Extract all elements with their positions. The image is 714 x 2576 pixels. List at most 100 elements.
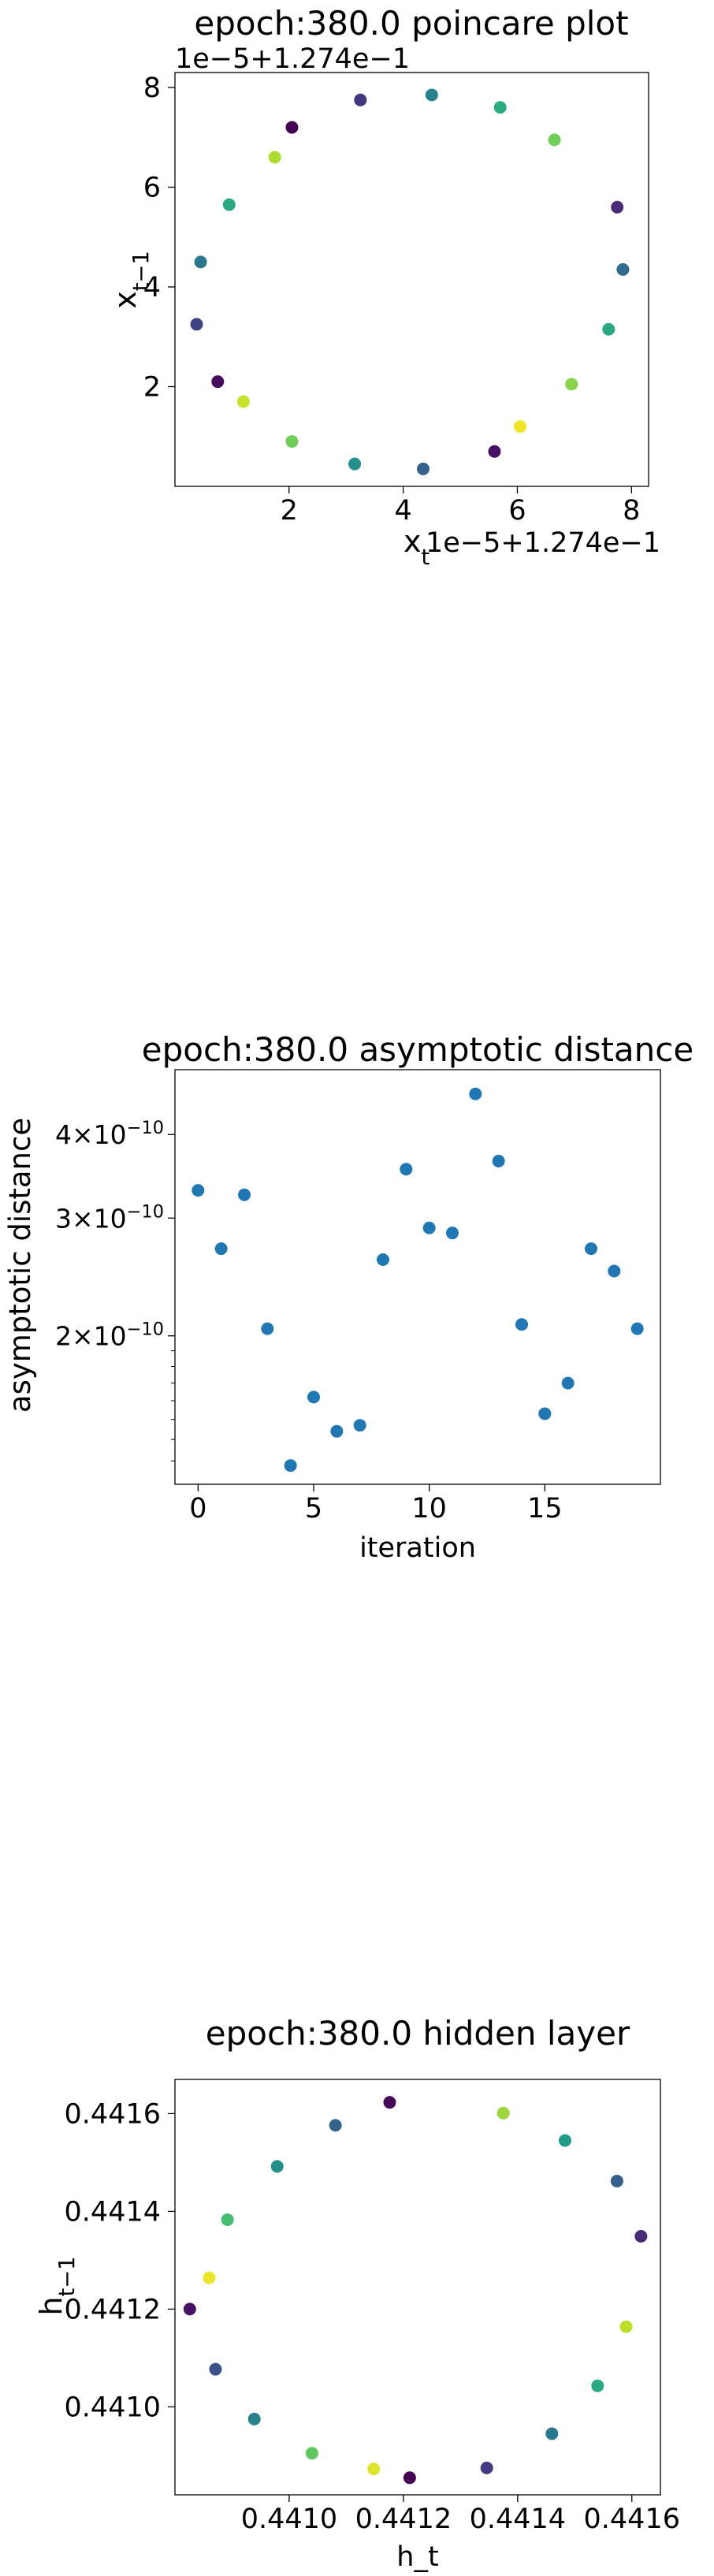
x-offset-label: 1e−5+1.274e−1	[426, 527, 660, 559]
data-point	[236, 395, 250, 408]
y-tick-label: 2×10−10	[55, 1320, 164, 1352]
y-axis-label: ht−1	[34, 2256, 80, 2315]
x-axis-label: xt	[403, 524, 430, 570]
data-point	[203, 2271, 216, 2284]
data-point	[492, 1154, 505, 1167]
data-point	[348, 457, 362, 471]
data-point	[367, 2462, 381, 2476]
x-axis-label: iteration	[359, 1532, 476, 1564]
data-point	[353, 1419, 366, 1432]
data-point	[400, 1163, 413, 1176]
y-tick-label: 0.4412	[65, 2294, 161, 2325]
data-point	[209, 2362, 222, 2376]
data-point	[561, 1376, 575, 1390]
chart-title: epoch:380.0 poincare plot	[194, 4, 628, 43]
x-tick-label: 8	[623, 495, 640, 527]
data-point	[190, 318, 203, 331]
y-tick-label: 0.4410	[65, 2392, 161, 2423]
y-tick-label: 3×10−10	[55, 1201, 164, 1234]
data-point	[611, 200, 624, 214]
y-axis-label: xt−1	[108, 251, 154, 309]
data-point	[514, 420, 527, 434]
data-point	[634, 2230, 648, 2243]
data-point	[261, 1322, 274, 1335]
data-point	[183, 2302, 196, 2316]
asymptotic-distance-plot: epoch:380.0 asymptotic distance 0 5 10 15 2×1…	[3, 1030, 694, 1564]
data-point	[496, 2106, 510, 2120]
y-tick-label: 2	[143, 371, 161, 403]
x-tick-label: 0.4414	[470, 2503, 566, 2535]
data-point	[270, 2160, 284, 2173]
data-point	[548, 133, 561, 147]
data-point	[238, 1188, 251, 1201]
hidden-layer-plot: epoch:380.0 hidden layer 0.4410 0.4412 0.44…	[34, 2014, 680, 2573]
data-point	[211, 375, 225, 389]
x-tick-label: 5	[305, 1493, 322, 1524]
data-point	[558, 2134, 571, 2147]
data-point	[446, 1227, 459, 1240]
data-point	[416, 462, 430, 475]
data-point	[329, 2119, 342, 2132]
data-point	[377, 1253, 389, 1267]
y-tick-label: 0.4414	[65, 2196, 161, 2228]
data-point	[515, 1318, 528, 1331]
y-tick-label: 8	[143, 73, 161, 104]
data-point	[608, 1264, 621, 1278]
data-point	[493, 101, 507, 114]
y-tick-label: 6	[143, 172, 161, 203]
data-point	[619, 2320, 633, 2333]
data-point	[403, 2471, 416, 2485]
y-tick-label: 4	[143, 272, 161, 303]
data-point	[630, 1322, 644, 1335]
data-point	[488, 445, 501, 458]
data-point	[221, 2213, 234, 2226]
x-tick-label: 0.4412	[355, 2503, 452, 2535]
data-point	[383, 2096, 396, 2109]
data-point	[307, 1390, 320, 1404]
y-axis-label: asymptotic distance	[3, 1118, 37, 1413]
x-tick-label: 2	[281, 495, 298, 527]
data-point	[591, 2379, 604, 2392]
data-point	[422, 1221, 436, 1234]
x-tick-label: 0.4410	[241, 2503, 337, 2535]
data-point	[480, 2461, 493, 2474]
data-point	[616, 262, 630, 276]
x-tick-label: 0.4416	[584, 2503, 680, 2535]
data-point	[284, 1459, 297, 1472]
chart-title: epoch:380.0 asymptotic distance	[142, 1030, 694, 1069]
data-point	[565, 378, 578, 391]
axes-frame	[174, 1069, 661, 1485]
data-point	[610, 2174, 623, 2187]
data-point	[305, 2447, 318, 2460]
data-point	[247, 2412, 261, 2425]
y-tick-label: 4×10−10	[55, 1118, 164, 1150]
x-tick-label: 6	[508, 495, 526, 527]
chart-title: epoch:380.0 hidden layer	[206, 2014, 630, 2053]
data-point	[192, 1184, 205, 1197]
x-axis-label: h_t	[396, 2541, 438, 2573]
x-tick-label: 10	[411, 1493, 447, 1524]
y-tick-label: 0.4416	[65, 2098, 161, 2130]
data-point	[214, 1242, 228, 1256]
x-tick-label: 15	[527, 1493, 563, 1524]
data-point	[285, 435, 299, 449]
data-point	[222, 198, 236, 211]
data-point	[425, 88, 438, 102]
data-point	[194, 255, 207, 269]
axes-frame	[174, 72, 649, 487]
data-point	[585, 1242, 597, 1256]
y-offset-label: 1e−5+1.274e−1	[175, 43, 410, 75]
data-point	[268, 151, 281, 164]
data-point	[469, 1087, 482, 1100]
x-tick-label: 4	[394, 495, 411, 527]
data-point	[545, 2427, 559, 2440]
data-point	[602, 322, 615, 336]
axes-frame	[174, 2079, 661, 2496]
data-point	[354, 93, 367, 106]
data-point	[538, 1407, 552, 1420]
data-point	[285, 121, 299, 134]
x-tick-label: 0	[189, 1493, 206, 1524]
data-point	[330, 1424, 344, 1438]
